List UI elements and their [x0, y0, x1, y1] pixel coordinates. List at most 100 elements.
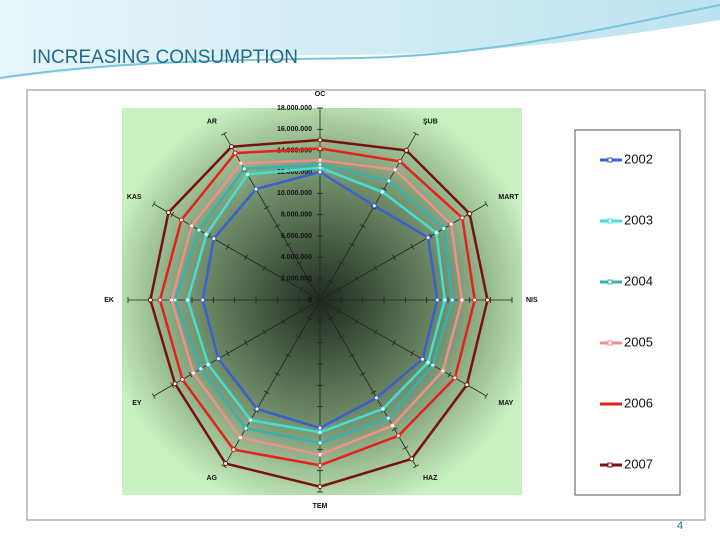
- axis-spoke: [319, 299, 487, 397]
- data-point: [380, 406, 386, 412]
- data-point: [397, 158, 403, 164]
- data-point: [409, 456, 415, 462]
- data-point: [448, 221, 454, 227]
- legend-label: 2002: [624, 151, 653, 166]
- category-label: KAS: [127, 194, 142, 201]
- data-point: [211, 236, 217, 242]
- axis-spoke: [319, 203, 487, 301]
- category-label: MAY: [498, 400, 513, 407]
- tick-mark: [410, 350, 415, 357]
- data-point: [484, 297, 490, 303]
- tick-mark: [151, 201, 156, 207]
- data-point: [464, 382, 470, 388]
- data-point: [169, 297, 175, 303]
- tick-mark: [359, 372, 366, 376]
- tick-mark: [338, 335, 345, 339]
- tick-mark: [221, 464, 227, 469]
- data-point: [317, 440, 323, 446]
- data-point: [157, 297, 163, 303]
- tick-mark: [391, 427, 398, 432]
- legend-marker: [607, 340, 613, 346]
- tick-mark: [338, 261, 345, 265]
- tick-mark: [170, 211, 175, 218]
- data-point: [198, 366, 204, 372]
- y-tick-label: 8.000.000: [281, 212, 312, 219]
- category-label: EY: [132, 400, 142, 407]
- data-point: [254, 406, 260, 412]
- data-point: [467, 211, 473, 217]
- legend-label: 2004: [624, 273, 653, 288]
- data-point: [317, 157, 323, 163]
- category-label: MART: [498, 194, 519, 201]
- data-point: [420, 356, 426, 362]
- tick-mark: [285, 353, 291, 358]
- tick-mark: [327, 279, 334, 284]
- tick-mark: [244, 339, 248, 346]
- data-point: [200, 297, 206, 303]
- tick-mark: [281, 318, 285, 325]
- data-point: [430, 362, 436, 368]
- data-point: [147, 297, 153, 303]
- data-point: [472, 297, 478, 303]
- y-tick-label: 6.000.000: [281, 233, 312, 240]
- tick-mark: [151, 393, 156, 399]
- data-point: [179, 376, 185, 382]
- legend-label: 2003: [624, 212, 653, 227]
- data-point: [196, 227, 202, 233]
- data-point: [205, 362, 211, 368]
- tick-mark: [355, 318, 359, 325]
- tick-mark: [225, 243, 230, 250]
- data-point: [385, 415, 391, 421]
- tick-mark: [317, 298, 323, 302]
- data-point: [403, 147, 409, 153]
- data-point: [449, 297, 455, 303]
- data-point: [433, 230, 439, 236]
- data-point: [253, 186, 259, 192]
- tick-mark: [285, 242, 291, 247]
- y-tick-label: 12.000.000: [277, 169, 312, 176]
- data-point: [317, 162, 323, 168]
- data-point: [317, 484, 323, 490]
- tick-mark: [262, 265, 267, 271]
- data-point: [238, 435, 244, 441]
- legend-label: 2007: [624, 456, 653, 471]
- tick-mark: [370, 390, 377, 395]
- data-point: [390, 423, 396, 429]
- data-point: [317, 169, 323, 175]
- data-point: [238, 160, 244, 166]
- tick-mark: [295, 335, 302, 339]
- tick-mark: [263, 390, 270, 395]
- data-point: [232, 150, 238, 156]
- data-point: [371, 203, 377, 209]
- data-point: [223, 461, 229, 467]
- data-point: [425, 359, 431, 365]
- category-label: HAZ: [423, 475, 438, 482]
- tick-mark: [349, 353, 355, 358]
- data-point: [395, 433, 401, 439]
- tick-mark: [413, 464, 419, 469]
- data-point: [228, 144, 234, 150]
- tick-mark: [274, 224, 281, 228]
- data-point: [317, 146, 323, 152]
- slide-title: INCREASING CONSUMPTION: [32, 47, 298, 68]
- radar-chart: OC ŞUB MART NIS MAY HAZ TEM AG EY EK KAS AR 0 2.000.0…: [104, 91, 653, 510]
- data-point: [317, 462, 323, 468]
- tick-mark: [274, 372, 281, 376]
- data-point: [215, 356, 221, 362]
- data-point: [189, 223, 195, 229]
- y-tick-label: 16.000.000: [277, 126, 312, 133]
- tick-mark: [355, 275, 359, 282]
- tick-mark: [170, 382, 175, 389]
- tick-mark: [392, 339, 396, 346]
- category-label: OC: [315, 91, 326, 98]
- category-label: AG: [207, 475, 218, 482]
- tick-mark: [336, 307, 341, 314]
- tick-mark: [484, 393, 489, 399]
- data-point: [425, 235, 431, 241]
- y-tick-label: 4.000.000: [281, 254, 312, 261]
- data-point: [459, 215, 465, 221]
- data-point: [317, 452, 323, 458]
- legend-box: [574, 129, 681, 496]
